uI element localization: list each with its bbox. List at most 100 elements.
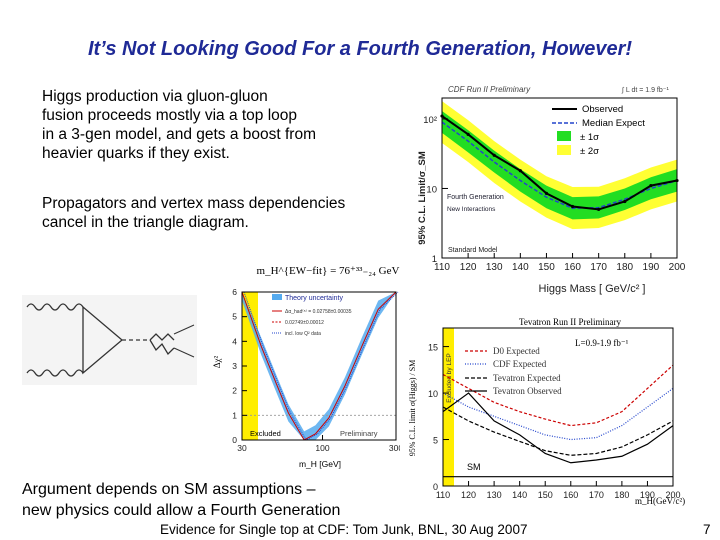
chart-b-title: Tevatron Run II Preliminary xyxy=(519,317,622,327)
text-line: Argument depends on SM assumptions – xyxy=(22,481,316,498)
text-line: Propagators and vertex mass dependencies xyxy=(42,195,346,212)
observed-point xyxy=(492,153,496,157)
observed-point xyxy=(570,204,575,209)
legend-label: ± 2σ xyxy=(580,146,599,157)
d0-expected-line xyxy=(442,364,674,427)
y-tick-label: 5 xyxy=(232,312,237,322)
x-tick-label: 170 xyxy=(590,262,607,273)
legend-label: Median Expect xyxy=(582,118,645,129)
plot-frame xyxy=(442,327,674,487)
annotation-fourth-generation: Fourth Generation xyxy=(447,194,504,201)
y-tick-label: 0 xyxy=(433,482,438,492)
x-tick-label: 120 xyxy=(461,490,476,500)
chart-c-legend: Theory uncertainty Δα_had⁽⁵⁾ = 0.02758±0… xyxy=(272,294,352,337)
observed-point xyxy=(623,199,627,204)
y-tick-label: 0 xyxy=(232,435,237,445)
text-line: cancel in the triangle diagram. xyxy=(42,214,249,231)
legend-label: Tevatron Expected xyxy=(493,373,561,383)
y-tick-label: 15 xyxy=(428,343,438,353)
chart-b-xlabel: m_H(GeV/c²) xyxy=(635,496,685,506)
x-tick-label: 170 xyxy=(589,490,604,500)
y-tick-label: 6 xyxy=(232,287,237,297)
x-tick-label: 160 xyxy=(563,490,578,500)
annotation-sm: SM xyxy=(467,462,481,472)
legend-label: ± 1σ xyxy=(580,132,599,143)
x-tick-label: 140 xyxy=(512,262,529,273)
text-line: fusion proceeds mostly via a top loop xyxy=(42,107,298,124)
x-tick-label: 30 xyxy=(237,443,247,453)
low-q2-fit-line xyxy=(243,291,399,441)
tevatron-limit-chart: Excluded by LEP 110 120 130 140 150 160 170 180… xyxy=(405,308,700,518)
annotation-preliminary: Preliminary xyxy=(340,429,378,438)
x-tick-label: 110 xyxy=(434,262,450,273)
tevatron-observed-line xyxy=(442,392,674,464)
legend-label: incl. low Q² data xyxy=(285,331,321,337)
legend-label: Theory uncertainty xyxy=(285,295,343,302)
ew-fit-chart: m_H^{EW−fit} = 76⁺³³₋₂₄ GeV 301003000123… xyxy=(212,265,400,469)
x-tick-label: 100 xyxy=(315,443,329,453)
chart-b-legend: D0 Expected CDF Expected Tevatron Expect… xyxy=(465,346,562,396)
x-tick-label: 190 xyxy=(640,490,655,500)
annotation-new-interactions: New Interactions xyxy=(447,206,496,213)
y-tick-label: 3 xyxy=(232,361,237,371)
x-tick-label: 150 xyxy=(538,262,555,273)
axes-layer: 30 100 300 0 1 2 3 4 5 6 xyxy=(232,287,400,453)
legend-label: Observed xyxy=(582,104,623,115)
y-tick-label: 10 xyxy=(426,184,437,195)
observed-point xyxy=(597,207,601,211)
fit-line xyxy=(241,291,397,441)
chart-a-title: CDF Run II Preliminary xyxy=(448,85,531,94)
observed-point xyxy=(544,191,549,195)
annotation-excluded: Excluded xyxy=(250,429,281,438)
legend-label: CDF Expected xyxy=(493,359,547,369)
chart-a-ylabel: 95% C.L. Limit/σ_SM xyxy=(417,151,428,245)
annotation-standard-model: Standard Model xyxy=(448,247,498,254)
y-tick-label: 1 xyxy=(432,254,437,265)
axes-layer: 110 120 130 140 150 160 170 180 190 200 0 5 10 15 xyxy=(428,327,681,500)
x-tick-label: 200 xyxy=(669,262,686,273)
text-line: Higgs production via gluon-gluon xyxy=(42,88,268,105)
x-tick-label: 180 xyxy=(616,262,633,273)
page-number: 7 xyxy=(703,522,711,537)
text-line: new physics could allow a Fourth Generat… xyxy=(22,502,341,519)
y-tick-label: 10² xyxy=(423,115,437,126)
text-line: in a 3-gen model, and gets a boost from xyxy=(42,126,316,143)
text-line: heavier quarks if they exist. xyxy=(42,145,230,162)
observed-line xyxy=(441,115,678,211)
one-sigma-band-layer xyxy=(442,111,677,220)
legend-label: D0 Expected xyxy=(493,346,540,356)
limit-lines-layer xyxy=(440,114,679,211)
x-tick-label: 180 xyxy=(614,490,629,500)
paragraph-sm-assumptions: Argument depends on SM assumptions – new… xyxy=(22,479,402,521)
chart-c-header: m_H^{EW−fit} = 76⁺³³₋₂₄ GeV xyxy=(257,265,400,277)
slide-footer: Evidence for Single top at CDF: Tom Junk… xyxy=(160,522,528,537)
y-tick-label: 5 xyxy=(433,436,438,446)
legend-label: 0.02749±0.00012 xyxy=(285,320,324,326)
chart-a-lumi: ∫ L dt = 1.9 fb⁻¹ xyxy=(621,87,669,94)
y-tick-label: 4 xyxy=(232,336,237,346)
paragraph-propagators: Propagators and vertex mass dependencies… xyxy=(42,194,402,232)
x-tick-label: 160 xyxy=(564,262,581,273)
chart-a-xlabel: Higgs Mass [ GeV/c² ] xyxy=(539,283,646,295)
feynman-diagram xyxy=(22,295,197,385)
x-tick-label: 200 xyxy=(665,490,680,500)
legend-label: Δα_had⁽⁵⁾ = 0.02758±0.00035 xyxy=(285,309,352,315)
x-tick-label: 130 xyxy=(486,262,503,273)
x-tick-label: 140 xyxy=(512,490,527,500)
fit-lines-layer xyxy=(241,291,399,441)
limit-lines-layer xyxy=(442,364,674,478)
tevatron-expected-line xyxy=(442,406,674,456)
chart-a-legend: Observed Median Expect ± 1σ ± 2σ xyxy=(552,104,645,157)
chart-b-ylabel: 95% C.L. limit σ(Higgs) / SM xyxy=(408,360,417,457)
x-tick-label: 110 xyxy=(436,490,450,500)
y-tick-label: 10 xyxy=(428,389,438,399)
one-sigma-band xyxy=(442,111,677,220)
observed-point xyxy=(649,183,653,188)
x-tick-label: 130 xyxy=(487,490,502,500)
x-tick-label: 120 xyxy=(460,262,477,273)
chart-c-ylabel: Δχ² xyxy=(212,355,222,368)
chart-c-xlabel: m_H [GeV] xyxy=(299,459,341,469)
paragraph-gluon-fusion: Higgs production via gluon-gluon fusion … xyxy=(42,87,402,163)
